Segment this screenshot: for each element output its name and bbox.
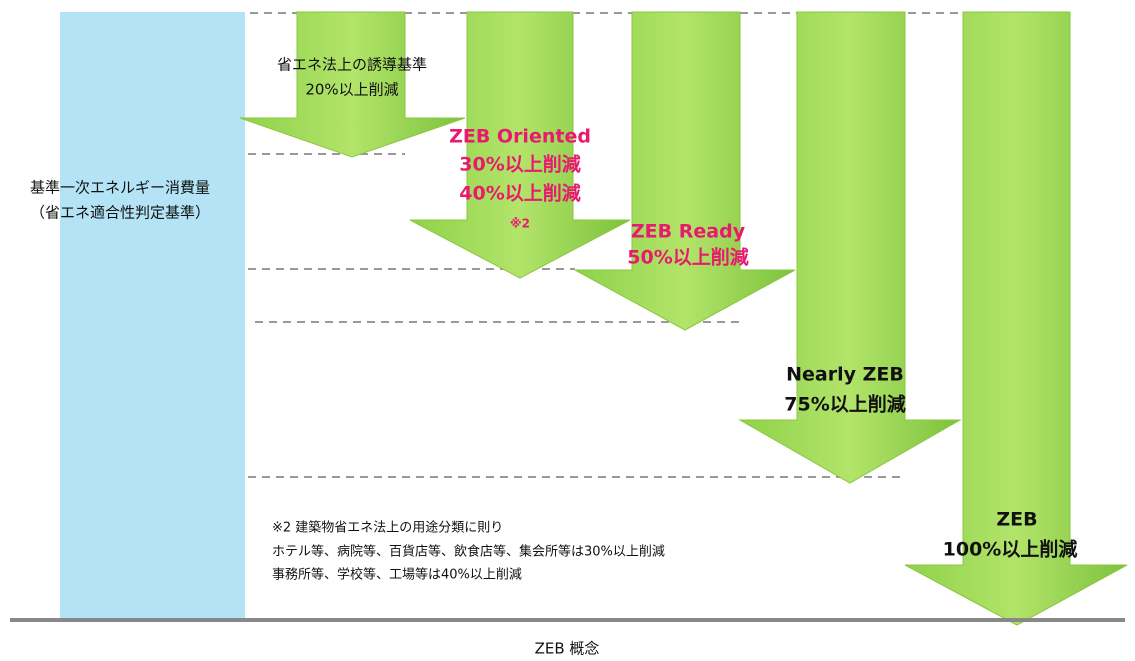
arrow-label: 省エネ法上の誘導基準 [277, 56, 427, 74]
arrow [738, 11, 962, 484]
note-line: 事務所等、学校等、工場等は40%以上削減 [272, 567, 522, 583]
baseline-label: 基準一次エネルギー消費量 [30, 179, 210, 197]
arrow-label: Nearly ZEB [786, 364, 904, 386]
baseline-bar [60, 12, 245, 620]
arrow-label: ZEB Oriented [449, 126, 591, 148]
arrow-label: 30%以上削減 [459, 153, 580, 176]
arrow-label: 40%以上削減 [459, 182, 580, 205]
arrow-label: ※2 [510, 217, 530, 231]
baseline-label: （省エネ適合性判定基準） [30, 204, 210, 222]
note-line: ホテル等、病院等、百貨店等、飲食店等、集会所等は30%以上削減 [272, 544, 665, 560]
arrow [239, 11, 466, 158]
arrow-label: 100%以上削減 [943, 538, 1078, 561]
arrow-label: 50%以上削減 [627, 246, 748, 269]
arrow [904, 11, 1128, 626]
note-line: ※2 建築物省エネ法上の用途分類に則り [272, 520, 503, 536]
arrow-label: ZEB Ready [631, 221, 746, 243]
arrow [574, 11, 796, 331]
caption: ZEB 概念 [535, 640, 600, 658]
arrow [409, 11, 631, 279]
arrow-label: ZEB [996, 509, 1037, 531]
arrow-label: 75%以上削減 [784, 393, 905, 416]
arrow-label: 20%以上削減 [305, 81, 398, 99]
